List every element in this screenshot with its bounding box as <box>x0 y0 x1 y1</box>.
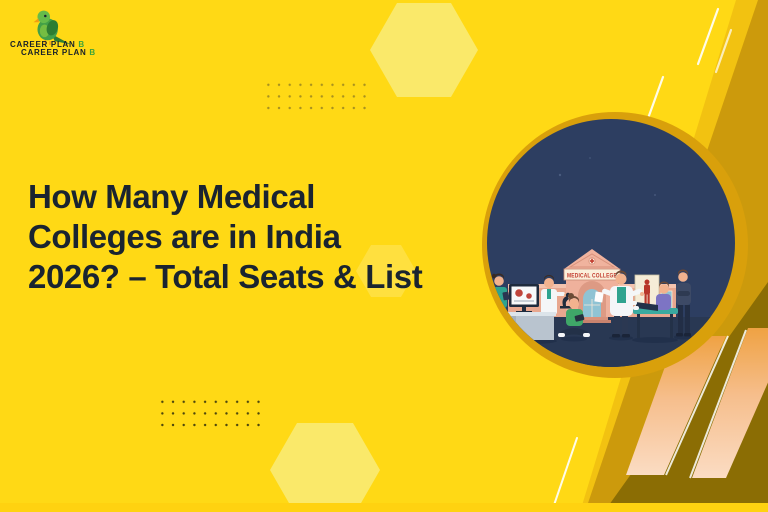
brand-name-line1: CAREER PLAN B <box>10 40 85 49</box>
bottom-yellow-strip <box>0 503 768 512</box>
building-sign: MEDICAL COLLEGE <box>563 268 621 281</box>
brand-name-text: CAREER PLAN <box>21 48 87 57</box>
doctor-illustration <box>594 270 644 338</box>
illustration-circle: MEDICAL COLLEGE <box>487 119 735 367</box>
brand-logo: CAREER PLAN B CAREER PLAN B <box>8 7 238 62</box>
standing-man-illustration <box>676 269 691 337</box>
hexagon-bottom <box>270 423 380 512</box>
sitting-student-illustration <box>558 293 590 337</box>
star-specks <box>558 157 656 196</box>
bench-student-illustration <box>631 281 678 338</box>
computer-monitor-icon <box>509 284 539 314</box>
brand-name-text: CAREER PLAN <box>10 40 76 49</box>
brand-name-line2: CAREER PLAN B <box>21 48 96 57</box>
desk-doctor-illustration <box>504 275 572 340</box>
parrot-icon <box>33 10 71 45</box>
svg-text:MEDICAL COLLEGE: MEDICAL COLLEGE <box>567 274 617 280</box>
brand-suffix: B <box>89 48 96 57</box>
brand-suffix: B <box>78 40 85 49</box>
page-title: How Many Medical Colleges are in India 2… <box>28 178 423 295</box>
hexagon-faint <box>356 245 416 297</box>
hexagon-top <box>370 3 478 97</box>
hexagon-shapes <box>270 3 478 512</box>
